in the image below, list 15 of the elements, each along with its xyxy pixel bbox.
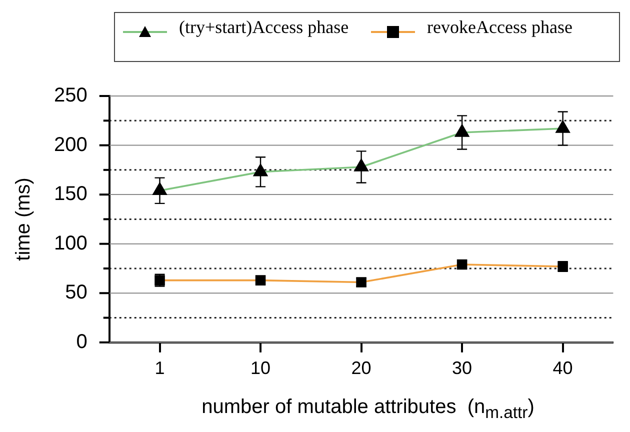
y-tick-label: 0 [76, 330, 88, 353]
y-tick-label: 50 [65, 282, 88, 304]
x-tick-label: 20 [351, 358, 372, 378]
y-tick-label: 250 [54, 84, 88, 107]
y-tick-label: 150 [54, 183, 88, 206]
x-tick-label: 1 [154, 358, 165, 378]
y-axis-title: time (ms) [12, 178, 35, 261]
legend-label: (try+start)Access phase [179, 17, 350, 39]
x-tick-label: 30 [452, 358, 472, 378]
x-tick-label: 10 [250, 358, 271, 378]
legend-label: revokeAccess phase [427, 17, 574, 39]
x-axis-title: number of mutable attributes (n$_{m.attr}$) [200, 396, 536, 423]
y-tick-label: 200 [54, 134, 88, 156]
x-tick-label: 40 [552, 358, 573, 378]
y-tick-label: 100 [54, 232, 88, 254]
